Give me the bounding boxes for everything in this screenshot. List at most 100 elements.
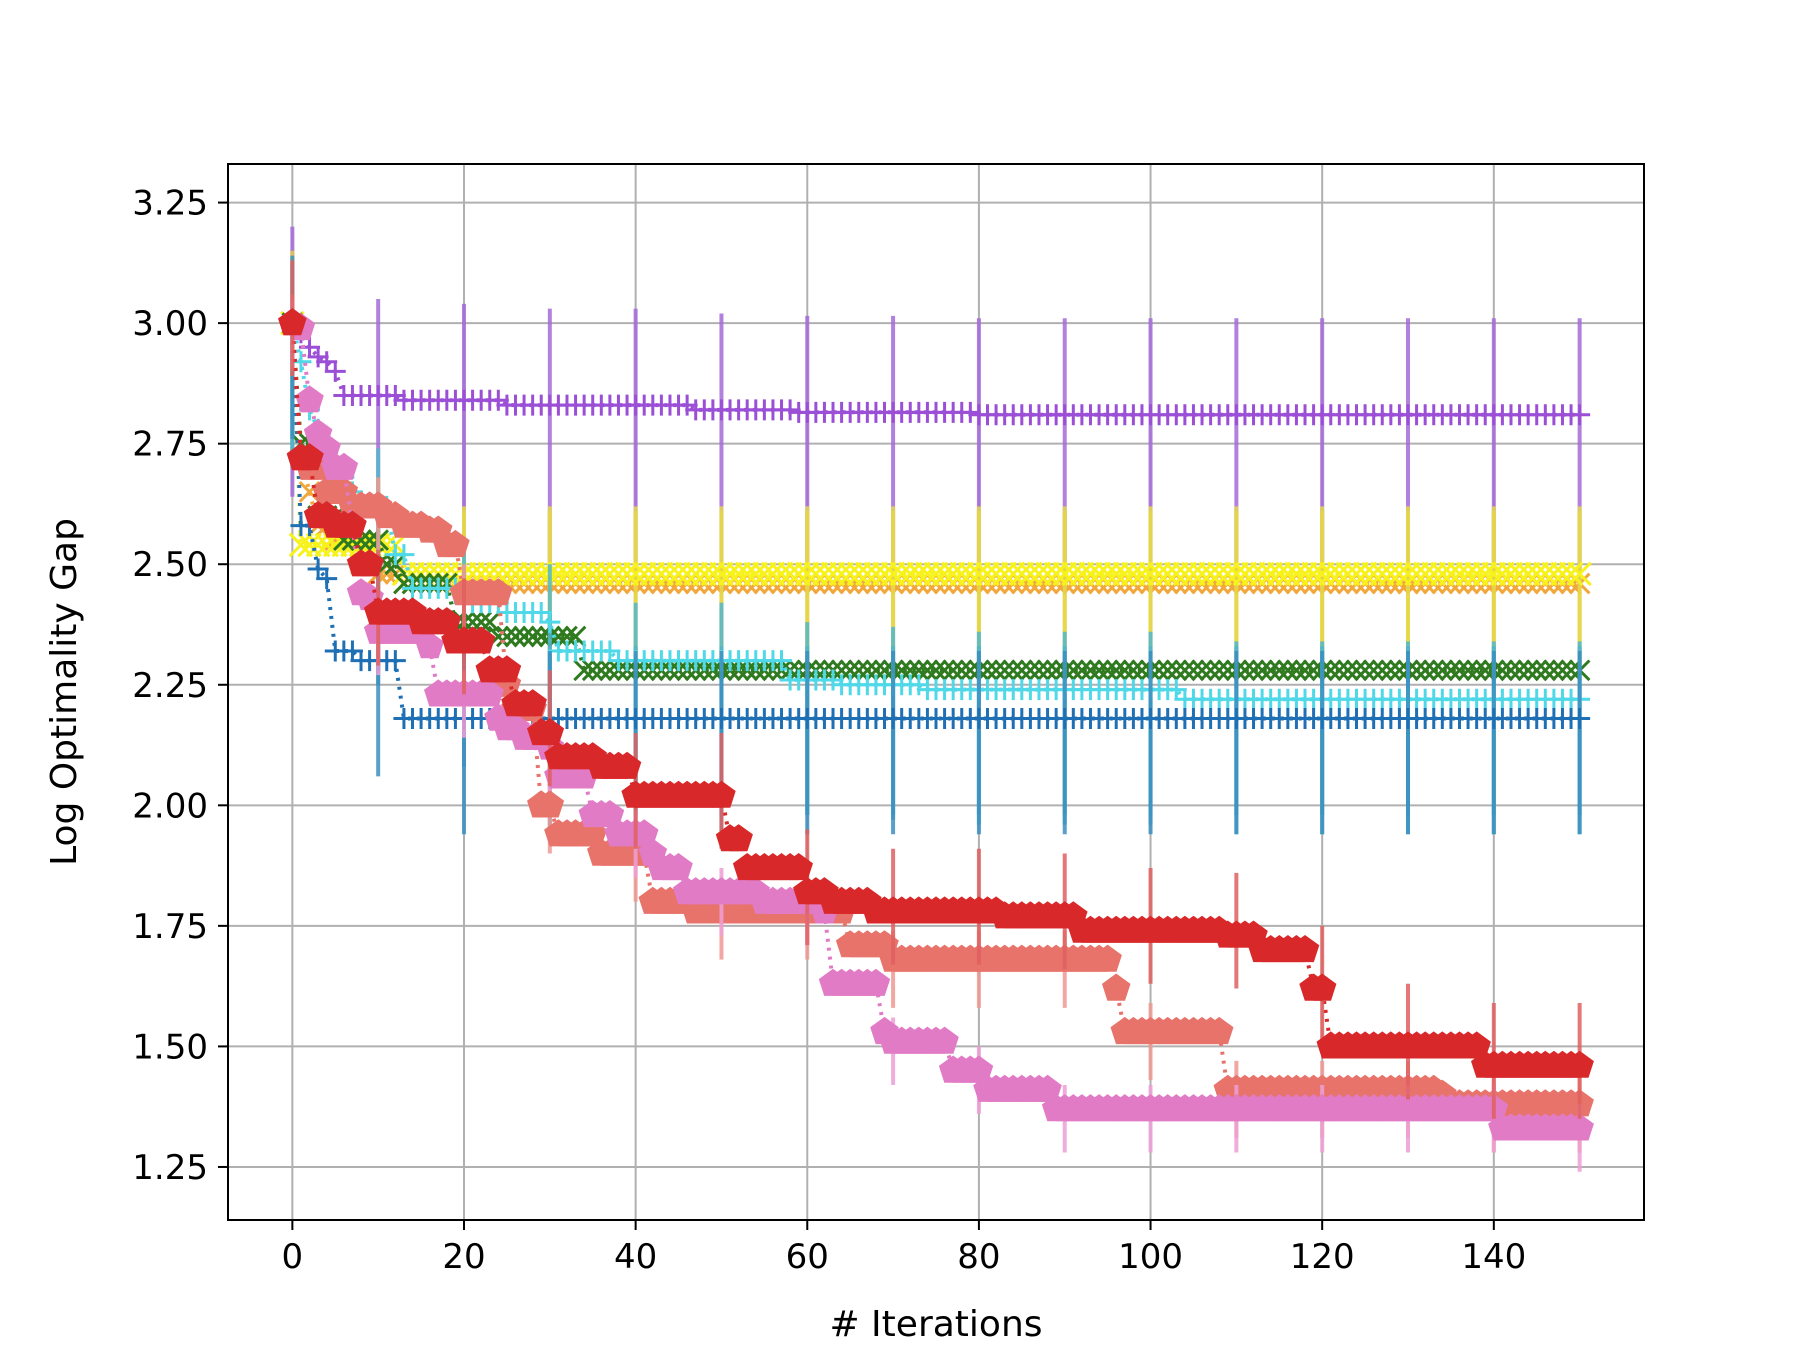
data-point — [1216, 659, 1239, 682]
data-point — [324, 360, 346, 382]
data-point — [1430, 561, 1455, 587]
data-point — [872, 561, 897, 587]
data-point — [1182, 659, 1205, 682]
data-point — [820, 561, 846, 587]
data-point — [933, 659, 956, 682]
data-point — [1567, 561, 1592, 587]
data-point — [1404, 561, 1429, 587]
data-point — [341, 640, 363, 662]
data-point — [1285, 659, 1308, 682]
data-point — [657, 561, 683, 587]
data-point — [316, 568, 338, 590]
x-axis-label: # Iterations — [829, 1304, 1042, 1345]
data-point — [307, 558, 329, 580]
data-point — [288, 532, 314, 558]
data-point — [890, 659, 913, 682]
data-point — [743, 561, 769, 587]
data-point — [940, 561, 966, 587]
data-point — [475, 679, 504, 707]
data-point — [1165, 659, 1188, 682]
data-point — [1284, 561, 1309, 587]
data-point — [983, 561, 1009, 587]
data-point — [597, 561, 623, 587]
data-point — [707, 780, 736, 808]
data-point — [1362, 659, 1385, 682]
data-point — [484, 578, 513, 606]
data-point — [1181, 561, 1206, 587]
data-point — [316, 351, 338, 373]
series-layer — [278, 226, 1594, 1172]
data-point — [1541, 561, 1567, 587]
data-point — [1292, 561, 1318, 587]
data-point — [795, 561, 820, 587]
data-point — [564, 625, 587, 648]
data-point — [1000, 561, 1026, 587]
data-point — [614, 561, 640, 587]
data-point — [863, 561, 889, 587]
data-point — [950, 659, 973, 682]
data-point — [1259, 659, 1282, 682]
data-point — [1258, 561, 1283, 587]
data-point — [358, 529, 381, 551]
data-point — [1043, 561, 1069, 587]
data-point — [612, 751, 642, 779]
y-axis: 1.25 1.50 1.75 2.00 2.25 2.50 2.75 3.00 3.25 — [132, 184, 228, 1188]
y-tick-label: 1.50 — [132, 1027, 208, 1067]
data-point — [1009, 561, 1035, 587]
data-point — [1379, 659, 1402, 682]
data-point — [1035, 561, 1060, 587]
data-point — [1558, 561, 1584, 587]
data-point — [1565, 1113, 1594, 1141]
data-point — [1113, 659, 1136, 682]
data-point — [1093, 944, 1122, 972]
data-point — [1129, 561, 1155, 587]
data-point — [760, 561, 786, 587]
data-point — [606, 561, 631, 587]
data-point — [1191, 659, 1213, 682]
data-point — [1103, 561, 1129, 587]
data-point — [1088, 659, 1110, 682]
data-point — [1455, 561, 1481, 587]
x-tick-label: 100 — [1118, 1237, 1183, 1277]
data-point — [959, 401, 981, 423]
data-point — [571, 561, 597, 587]
data-point — [554, 561, 580, 587]
data-point — [803, 561, 829, 587]
data-point — [1569, 404, 1591, 426]
data-point — [1371, 659, 1394, 682]
data-point — [676, 394, 698, 416]
data-point — [1524, 561, 1549, 587]
y-tick-label: 1.75 — [132, 907, 208, 947]
y-tick-label: 2.50 — [132, 545, 208, 585]
data-point — [724, 824, 753, 852]
data-point — [1208, 659, 1231, 682]
data-point — [393, 544, 415, 566]
data-point — [1328, 659, 1351, 682]
data-point — [1414, 659, 1437, 682]
y-tick-label: 3.00 — [132, 304, 208, 344]
data-point — [1440, 659, 1462, 682]
data-point — [1019, 659, 1042, 682]
data-point — [1515, 561, 1541, 587]
data-point — [539, 611, 561, 633]
data-point — [1086, 561, 1112, 587]
data-point — [1165, 679, 1187, 701]
data-point — [384, 384, 406, 406]
data-point — [1301, 561, 1326, 587]
data-point — [1490, 561, 1515, 587]
x-tick-label: 20 — [442, 1237, 485, 1277]
series-0 — [281, 226, 1591, 589]
data-point — [1148, 659, 1170, 682]
data-point — [1543, 659, 1565, 682]
data-point — [1155, 561, 1180, 587]
data-point — [1474, 659, 1497, 682]
data-point — [1215, 561, 1241, 587]
data-point — [1517, 659, 1540, 682]
data-point — [1036, 659, 1059, 682]
x-tick-label: 40 — [614, 1237, 657, 1277]
y-tick-label: 3.25 — [132, 184, 208, 224]
data-point — [1052, 561, 1077, 587]
data-point — [932, 561, 957, 587]
data-point — [1354, 659, 1376, 682]
